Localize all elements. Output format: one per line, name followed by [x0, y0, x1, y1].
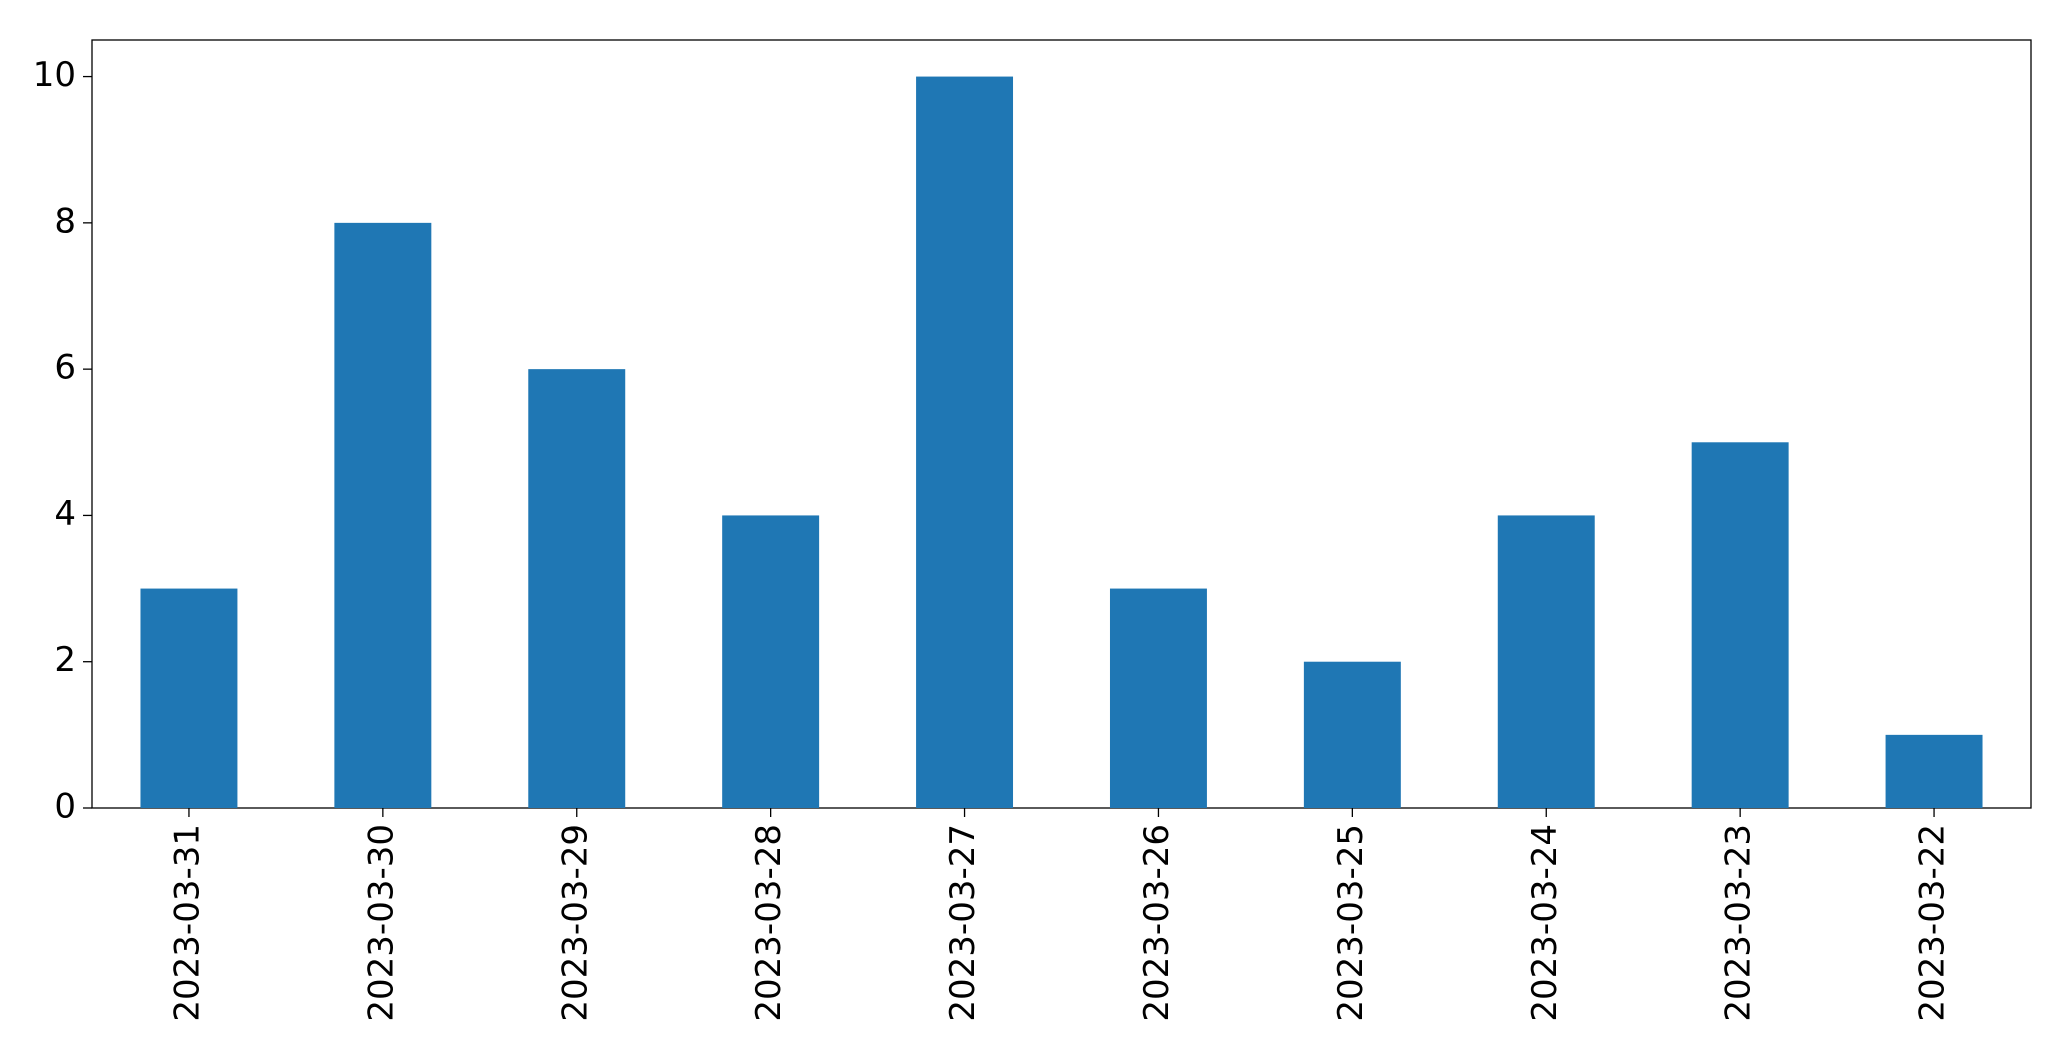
bar [1885, 734, 1983, 808]
bar [1109, 588, 1207, 808]
x-tick-label: 2023-03-28 [749, 824, 789, 1022]
bar [1497, 515, 1595, 808]
bar [722, 515, 820, 808]
x-tick-label: 2023-03-31 [167, 824, 207, 1022]
bar [1691, 442, 1789, 808]
bar [1303, 661, 1401, 808]
x-tick-label: 2023-03-22 [1913, 824, 1953, 1022]
bar [140, 588, 238, 808]
y-tick-label: 4 [54, 494, 76, 534]
x-tick-label: 2023-03-26 [1137, 824, 1177, 1022]
x-tick-label: 2023-03-25 [1331, 824, 1371, 1022]
y-tick-label: 2 [54, 640, 76, 680]
bar [916, 76, 1014, 809]
bar [334, 222, 432, 808]
x-tick-label: 2023-03-23 [1719, 824, 1759, 1022]
y-tick-label: 6 [54, 348, 76, 388]
x-tick-label: 2023-03-24 [1525, 824, 1565, 1022]
plot-frame [91, 39, 2032, 809]
x-tick-label: 2023-03-30 [361, 824, 401, 1022]
y-tick-label: 8 [54, 201, 76, 241]
x-tick-label: 2023-03-27 [943, 824, 983, 1022]
y-tick-label: 0 [54, 787, 76, 827]
x-tick-label: 2023-03-29 [555, 824, 595, 1022]
y-tick-label: 10 [33, 55, 76, 95]
bar [528, 369, 626, 808]
